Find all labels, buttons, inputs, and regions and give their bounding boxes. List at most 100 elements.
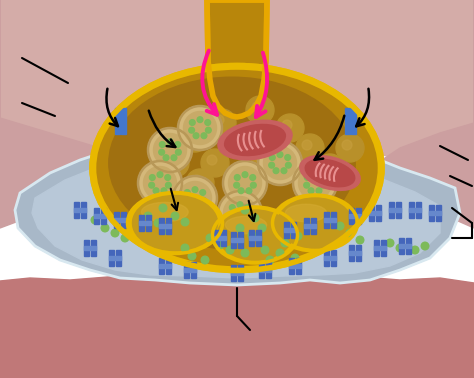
Circle shape bbox=[296, 134, 324, 162]
Bar bbox=[396, 202, 401, 218]
Circle shape bbox=[248, 231, 256, 239]
Bar bbox=[114, 212, 119, 228]
Bar bbox=[184, 268, 196, 272]
Circle shape bbox=[121, 234, 129, 242]
Bar bbox=[166, 218, 171, 234]
Circle shape bbox=[229, 204, 235, 211]
Ellipse shape bbox=[273, 195, 357, 251]
Circle shape bbox=[320, 182, 326, 188]
Circle shape bbox=[165, 182, 171, 188]
Bar bbox=[356, 245, 361, 261]
Bar bbox=[356, 208, 361, 224]
Bar bbox=[331, 212, 336, 228]
Circle shape bbox=[258, 224, 266, 232]
Circle shape bbox=[224, 197, 256, 229]
Circle shape bbox=[241, 249, 249, 257]
Bar bbox=[139, 215, 144, 231]
Circle shape bbox=[159, 204, 167, 212]
Circle shape bbox=[196, 203, 202, 209]
Circle shape bbox=[111, 229, 119, 237]
Polygon shape bbox=[0, 0, 120, 228]
Bar bbox=[284, 228, 296, 232]
Circle shape bbox=[316, 154, 344, 182]
Bar bbox=[231, 238, 243, 242]
Circle shape bbox=[159, 142, 165, 147]
Circle shape bbox=[286, 226, 294, 234]
Bar bbox=[289, 264, 301, 268]
Circle shape bbox=[251, 149, 279, 177]
Bar bbox=[121, 108, 126, 134]
Bar bbox=[159, 264, 171, 268]
Circle shape bbox=[181, 218, 189, 226]
Bar bbox=[214, 230, 219, 246]
Circle shape bbox=[246, 212, 251, 218]
Polygon shape bbox=[207, 0, 267, 117]
Circle shape bbox=[266, 256, 274, 264]
Circle shape bbox=[269, 162, 274, 168]
Ellipse shape bbox=[300, 156, 360, 191]
Circle shape bbox=[161, 188, 167, 194]
Circle shape bbox=[250, 175, 255, 180]
Circle shape bbox=[276, 114, 304, 142]
Bar bbox=[184, 262, 189, 278]
Circle shape bbox=[245, 204, 251, 211]
Circle shape bbox=[197, 117, 203, 122]
Circle shape bbox=[206, 127, 211, 133]
Circle shape bbox=[154, 219, 162, 227]
Bar bbox=[284, 222, 289, 238]
Bar bbox=[289, 258, 294, 274]
Circle shape bbox=[322, 160, 332, 170]
Circle shape bbox=[188, 203, 194, 209]
Circle shape bbox=[299, 166, 331, 200]
Bar bbox=[324, 218, 336, 222]
Bar bbox=[389, 202, 394, 218]
Circle shape bbox=[346, 229, 354, 237]
Circle shape bbox=[218, 191, 262, 235]
Circle shape bbox=[175, 149, 181, 155]
Ellipse shape bbox=[128, 192, 222, 254]
Circle shape bbox=[223, 161, 267, 205]
Polygon shape bbox=[370, 0, 474, 228]
Circle shape bbox=[201, 149, 229, 177]
Bar bbox=[74, 208, 86, 212]
Ellipse shape bbox=[277, 198, 353, 248]
Circle shape bbox=[183, 112, 217, 144]
Circle shape bbox=[161, 149, 189, 177]
Bar bbox=[91, 240, 96, 256]
Circle shape bbox=[149, 182, 155, 188]
Circle shape bbox=[208, 109, 236, 137]
Circle shape bbox=[261, 246, 269, 254]
Bar bbox=[94, 208, 99, 224]
Bar bbox=[191, 262, 196, 278]
Circle shape bbox=[187, 130, 197, 140]
Bar bbox=[114, 218, 126, 222]
Circle shape bbox=[237, 202, 243, 208]
Circle shape bbox=[308, 188, 314, 194]
Circle shape bbox=[258, 141, 302, 185]
Bar bbox=[84, 246, 96, 250]
Circle shape bbox=[235, 175, 240, 180]
Ellipse shape bbox=[97, 71, 377, 265]
Circle shape bbox=[411, 246, 419, 254]
Circle shape bbox=[167, 139, 173, 144]
Circle shape bbox=[101, 224, 109, 232]
Bar bbox=[349, 251, 361, 255]
Bar bbox=[304, 218, 309, 234]
Bar bbox=[121, 212, 126, 228]
Circle shape bbox=[252, 102, 262, 112]
Bar bbox=[94, 214, 106, 218]
Circle shape bbox=[246, 96, 274, 124]
Circle shape bbox=[281, 239, 289, 247]
Bar bbox=[139, 221, 151, 225]
Circle shape bbox=[153, 188, 159, 194]
Circle shape bbox=[201, 197, 206, 203]
Circle shape bbox=[181, 244, 189, 252]
Bar bbox=[221, 230, 226, 246]
Bar bbox=[351, 108, 356, 134]
Circle shape bbox=[233, 218, 239, 223]
Bar bbox=[259, 262, 264, 278]
Bar bbox=[429, 205, 434, 221]
Circle shape bbox=[157, 172, 163, 178]
Ellipse shape bbox=[109, 77, 355, 249]
Bar bbox=[406, 238, 411, 254]
